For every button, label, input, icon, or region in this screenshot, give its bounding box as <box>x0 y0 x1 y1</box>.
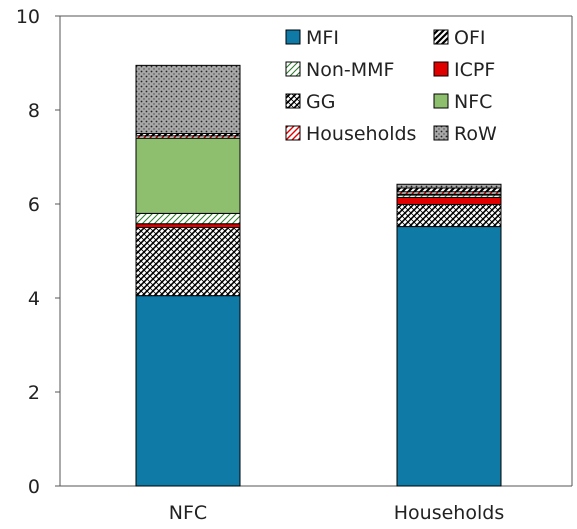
axes: 0 2 4 6 8 10 NFC Households <box>16 6 573 524</box>
legend-swatch <box>433 61 449 77</box>
y-tick-label: 0 <box>28 476 40 498</box>
y-tick-label: 4 <box>28 288 40 310</box>
legend-item-gg: GG <box>285 91 335 113</box>
legend-item-row: RoW <box>433 123 497 145</box>
legend-label: Non-MMF <box>306 59 394 81</box>
legend-label: ICPF <box>454 59 495 81</box>
y-tick-label: 10 <box>16 6 40 28</box>
bar-segment-nfc-nfc <box>135 137 241 214</box>
legend-label: Households <box>306 123 416 145</box>
bar-segment-icpf-households <box>396 196 502 205</box>
bar-segment-non-mmf-nfc <box>135 212 241 225</box>
legend-label: MFI <box>306 27 339 49</box>
legend-swatch <box>285 29 301 45</box>
legend-item-icpf: ICPF <box>433 59 495 81</box>
bar-stack-households <box>396 183 502 487</box>
bar-segment-row-households <box>396 183 502 189</box>
bars <box>135 64 502 487</box>
bar-segment-mfi-households <box>396 226 502 487</box>
legend-swatch <box>433 29 449 45</box>
legend-label: RoW <box>454 123 497 145</box>
bar-segment-row-nfc <box>135 64 241 134</box>
legend-item-nfc: NFC <box>433 91 492 113</box>
legend-label: NFC <box>454 91 492 113</box>
legend-label: GG <box>306 91 335 113</box>
legend-item-households: Households <box>285 123 416 145</box>
x-tick-label: Households <box>394 502 504 524</box>
y-tick-label: 2 <box>28 382 40 404</box>
bar-segment-gg-households <box>396 203 502 228</box>
legend-swatch <box>285 93 301 109</box>
bar-segment-mfi-nfc <box>135 295 241 487</box>
legend: MFI OFI Non-MMF ICPF GG NFC Households RoW <box>285 27 497 145</box>
legend-swatch <box>433 125 449 141</box>
legend-swatch <box>285 61 301 77</box>
bar-segment-icpf-nfc <box>135 223 241 229</box>
bar-segment-ofi-households <box>396 187 502 193</box>
x-tick-label: NFC <box>169 502 207 524</box>
legend-swatch <box>285 125 301 141</box>
legend-item-mfi: MFI <box>285 27 339 49</box>
y-tick-label: 8 <box>28 100 40 122</box>
bar-stack-nfc <box>135 64 241 487</box>
y-tick-label: 6 <box>28 194 40 216</box>
legend-item-non-mmf: Non-MMF <box>285 59 394 81</box>
legend-swatch <box>433 93 449 109</box>
legend-item-ofi: OFI <box>433 27 486 49</box>
legend-label: OFI <box>454 27 486 49</box>
bar-segment-gg-nfc <box>135 227 241 297</box>
